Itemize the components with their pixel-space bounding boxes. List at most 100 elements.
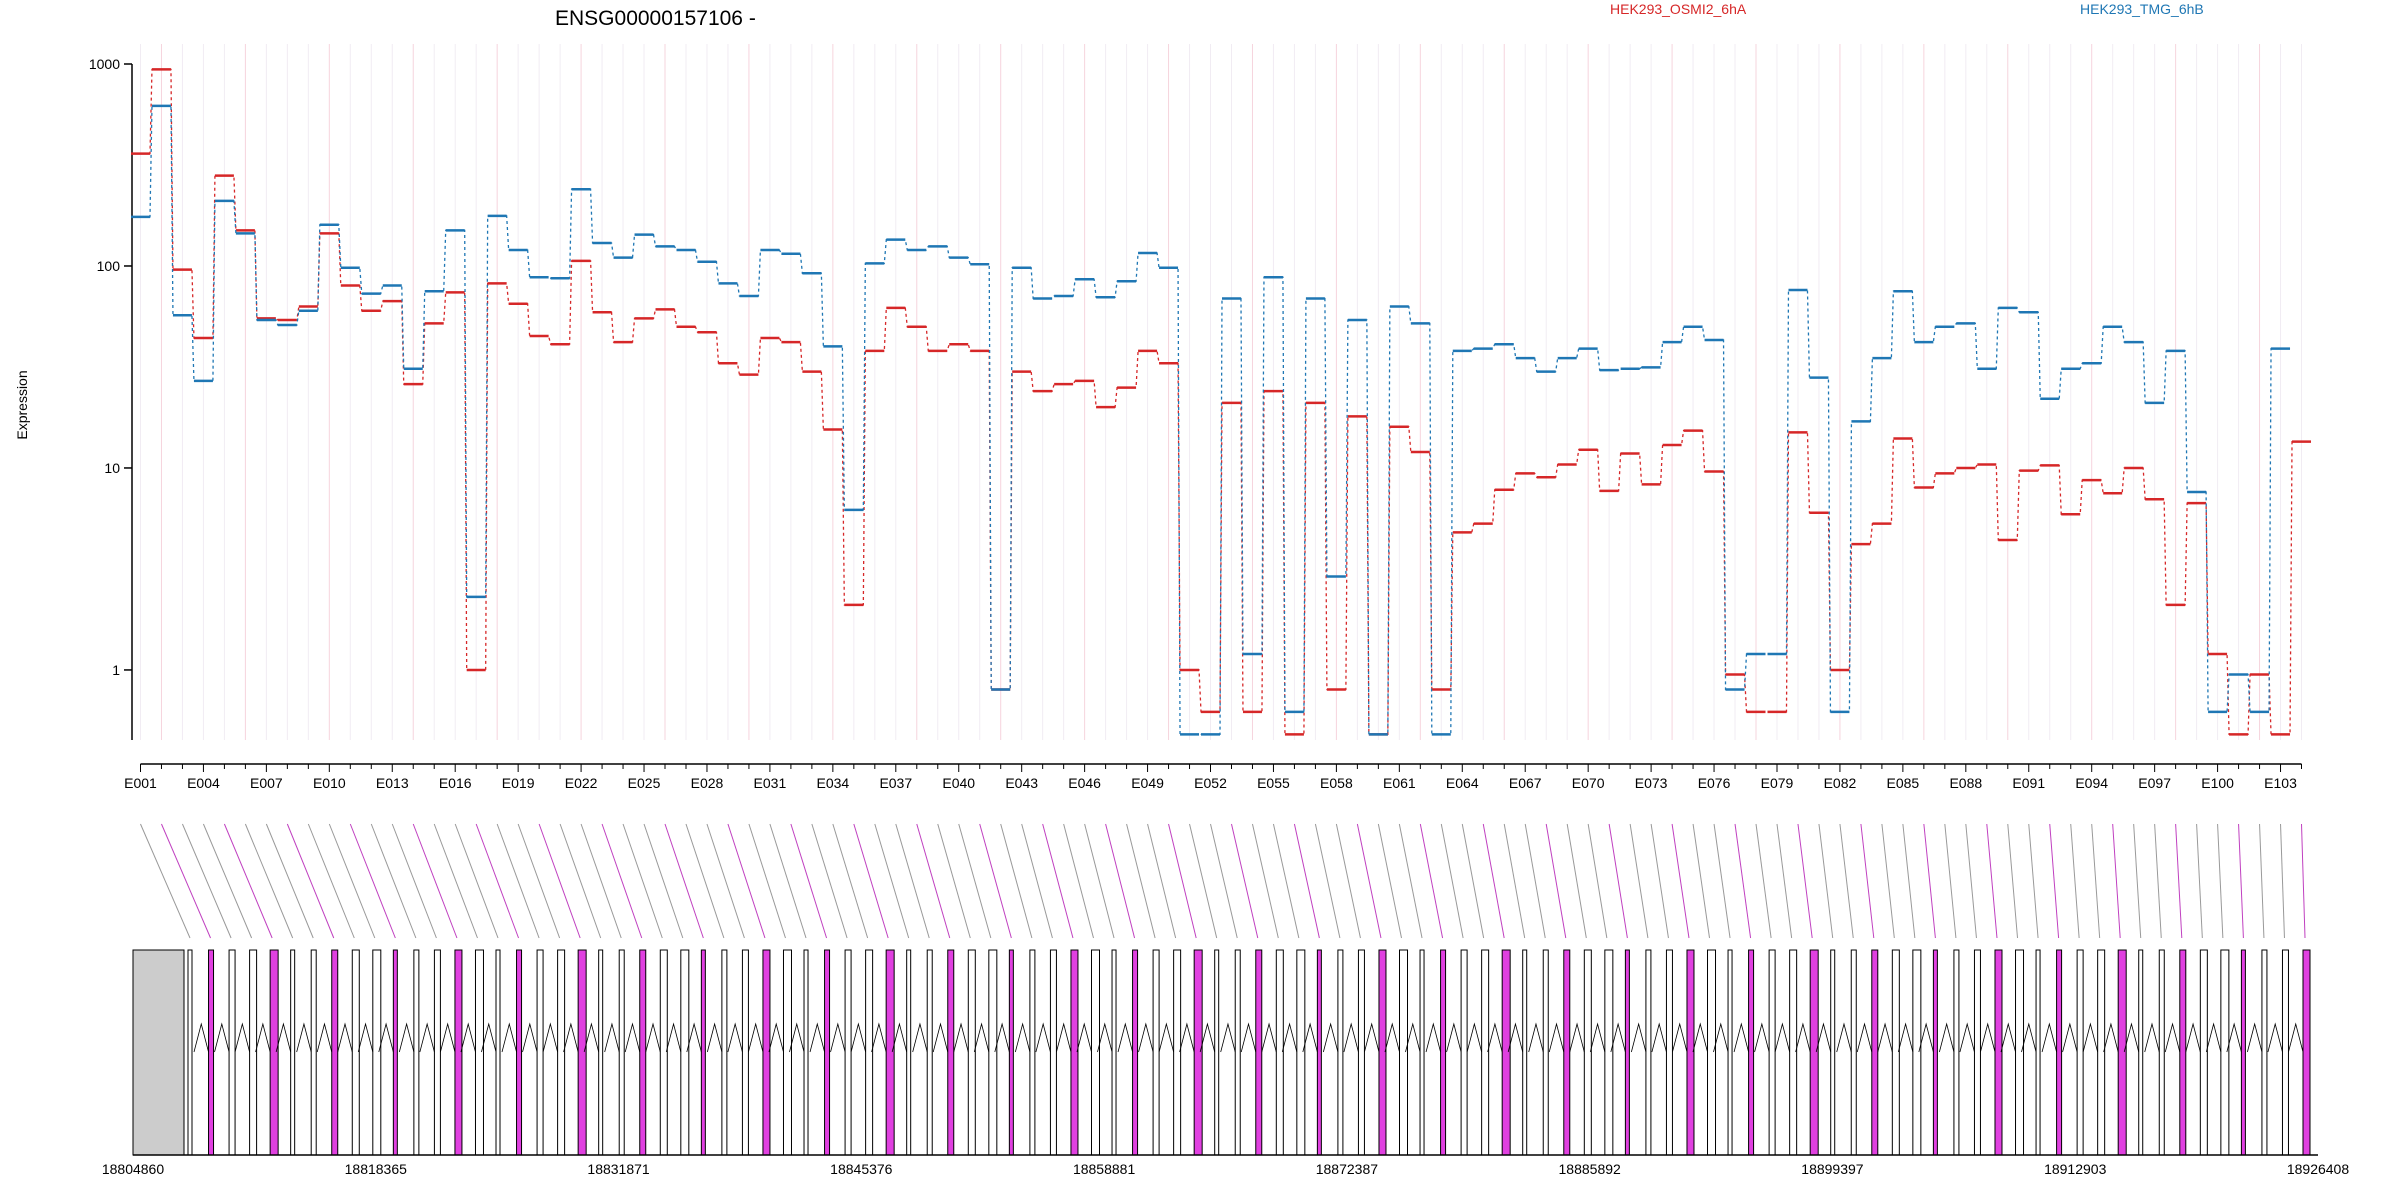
- exon-connector: [706, 823, 745, 939]
- intron-line: [1056, 1022, 1072, 1053]
- intron-line: [809, 1022, 825, 1053]
- chart-title: ENSG00000157106 -: [555, 7, 756, 30]
- exon-label: E052: [1194, 775, 1227, 791]
- intron-line: [2267, 1022, 2283, 1053]
- gene-exon: [1973, 949, 1981, 1156]
- gene-exon: [228, 949, 236, 1156]
- gene-exon: [1727, 949, 1733, 1156]
- intron-line: [1507, 1022, 1524, 1053]
- intron-line: [1014, 1022, 1031, 1053]
- intron-line: [1672, 1022, 1688, 1053]
- exon-connector: [2175, 823, 2183, 939]
- exon-connector: [958, 823, 992, 939]
- exon-label: E040: [942, 775, 975, 791]
- gene-exon: [2220, 949, 2230, 1156]
- intron-line: [1692, 1022, 1708, 1053]
- intron-line: [1097, 1022, 1113, 1053]
- gene-exon: [2302, 949, 2311, 1156]
- gene-exon: [331, 949, 339, 1156]
- intron-line: [953, 1022, 969, 1053]
- gene-exon: [132, 949, 185, 1156]
- gene-exon: [1522, 949, 1528, 1156]
- gene-exon: [618, 949, 625, 1156]
- exon-connector: [1524, 823, 1546, 939]
- exon-connector: [1839, 823, 1854, 939]
- exon-connector: [223, 823, 273, 939]
- intron-line: [1240, 1022, 1257, 1053]
- intron-line: [1897, 1022, 1914, 1053]
- exon-label: E004: [187, 775, 220, 791]
- position-label: 18872387: [1316, 1161, 1379, 1177]
- intron-line: [2185, 1022, 2201, 1053]
- exon-connector: [2217, 823, 2224, 939]
- gene-exon: [865, 949, 874, 1156]
- gene-exon: [351, 949, 360, 1156]
- gene-exon: [1460, 949, 1468, 1156]
- exon-label: E094: [2075, 775, 2108, 791]
- intron-line: [1939, 1022, 1955, 1053]
- exon-connector: [853, 823, 889, 939]
- intron-line: [398, 1022, 415, 1053]
- intron-line: [1364, 1022, 1380, 1053]
- exon-connector: [1147, 823, 1177, 939]
- exon-label: E037: [879, 775, 912, 791]
- exon-connector: [1650, 823, 1669, 939]
- gene-exon: [2281, 949, 2289, 1156]
- intron-line: [1261, 1022, 1277, 1053]
- exon-connector: [979, 823, 1012, 939]
- gene-exon: [1953, 949, 1960, 1156]
- exon-label: E031: [754, 775, 787, 791]
- gene-exon: [1132, 949, 1139, 1156]
- exon-connector: [1776, 823, 1793, 939]
- exon-connector: [1860, 823, 1875, 939]
- intron-line: [2041, 1022, 2057, 1053]
- exon-connector: [874, 823, 910, 939]
- gene-exon: [290, 949, 296, 1156]
- exon-connector: [643, 823, 684, 939]
- position-label: 18926408: [2287, 1161, 2350, 1177]
- gene-exon: [721, 949, 728, 1156]
- intron-line: [665, 1022, 682, 1053]
- exon-connector: [2259, 823, 2265, 939]
- intron-line: [1589, 1022, 1606, 1053]
- exon-label: E001: [124, 775, 157, 791]
- gene-exon: [2076, 949, 2084, 1156]
- gene-exon: [2179, 949, 2187, 1156]
- intron-line: [419, 1022, 435, 1053]
- exon-connector: [937, 823, 971, 939]
- intron-line: [973, 1022, 990, 1053]
- exon-connector: [1461, 823, 1485, 939]
- intron-line: [1446, 1022, 1462, 1053]
- intron-line: [1384, 1022, 1400, 1053]
- intron-line: [1035, 1022, 1051, 1053]
- exon-connector: [433, 823, 478, 939]
- exon-connector: [475, 823, 520, 939]
- intron-line: [604, 1022, 620, 1053]
- intron-line: [563, 1022, 579, 1053]
- exon-connector: [601, 823, 643, 939]
- exon-connector: [1608, 823, 1628, 939]
- exon-connector: [1356, 823, 1382, 939]
- intron-line: [2247, 1022, 2263, 1053]
- intron-line: [2144, 1022, 2160, 1053]
- gene-exon: [1932, 949, 1938, 1156]
- exon-label: E022: [565, 775, 598, 791]
- gene-exon: [1563, 949, 1571, 1156]
- gene-exon: [1440, 949, 1447, 1156]
- intron-line: [932, 1022, 949, 1053]
- gene-exon: [1501, 949, 1511, 1156]
- series-1-line: [131, 105, 2291, 735]
- intron-line: [1322, 1022, 1339, 1053]
- gene-exon: [824, 949, 831, 1156]
- exon-connector: [895, 823, 930, 939]
- gene-exon: [2056, 949, 2063, 1156]
- exon-connector: [1189, 823, 1218, 939]
- exon-connector: [2154, 823, 2162, 939]
- gene-exon: [187, 949, 193, 1156]
- gene-exon: [762, 949, 771, 1156]
- exon-label: E055: [1257, 775, 1290, 791]
- gene-exon: [1070, 949, 1079, 1156]
- exon-label: E088: [1949, 775, 1982, 791]
- intron-line: [1980, 1022, 1996, 1053]
- gene-exon: [208, 949, 215, 1156]
